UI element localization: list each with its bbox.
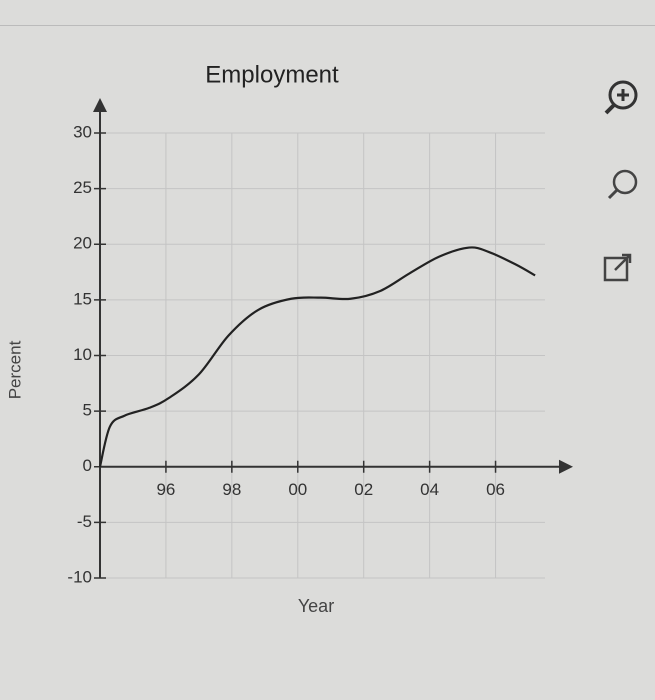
x-tick-label: 96 — [156, 480, 175, 499]
top-border — [0, 25, 655, 26]
x-tick-label: 04 — [420, 480, 439, 499]
y-tick-label: 10 — [73, 345, 92, 364]
y-tick-label: 5 — [83, 401, 92, 420]
x-axis-label: Year — [298, 596, 334, 616]
y-tick-label: -10 — [67, 567, 92, 586]
y-tick-label: 20 — [73, 234, 92, 253]
x-tick-label: 02 — [354, 480, 373, 499]
open-external-button[interactable] — [603, 253, 632, 282]
zoom-in-button[interactable] — [604, 80, 638, 115]
x-tick-label: 06 — [486, 480, 505, 499]
x-tick-label: 98 — [222, 480, 241, 499]
zoom-out-button[interactable] — [607, 169, 638, 200]
x-tick-label: 00 — [288, 480, 307, 499]
chart-title: Employment — [205, 61, 339, 88]
y-tick-label: -5 — [77, 512, 92, 531]
line-series — [98, 246, 536, 468]
y-tick-label: 15 — [73, 289, 92, 308]
y-tick-label: 0 — [83, 456, 92, 475]
y-tick-label: 30 — [73, 122, 92, 141]
x-axis-arrow — [559, 459, 573, 474]
y-axis-label: Percent — [5, 340, 24, 399]
y-tick-label: 25 — [73, 178, 92, 197]
y-axis-arrow — [93, 98, 107, 112]
